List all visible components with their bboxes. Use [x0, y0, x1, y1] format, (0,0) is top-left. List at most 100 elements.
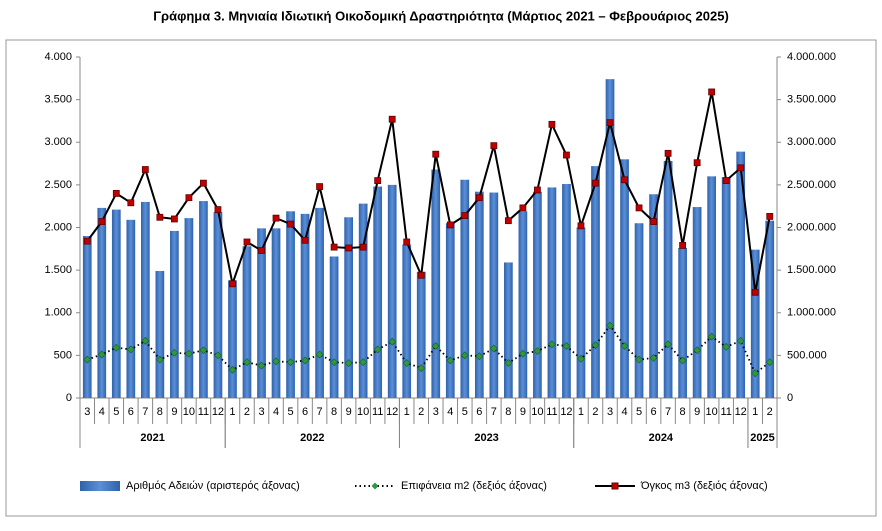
- x-tick-label: 8: [157, 406, 163, 418]
- y-tick-label: 0: [66, 392, 72, 404]
- marker: [185, 194, 193, 202]
- bar: [547, 187, 557, 398]
- x-tick-label: 6: [302, 406, 308, 418]
- x-tick-label: 1: [404, 406, 410, 418]
- dotted-line: [86, 324, 771, 375]
- x-tick-label: 10: [357, 406, 369, 418]
- marker: [519, 204, 527, 212]
- x-tick-label: 9: [171, 406, 177, 418]
- marker: [592, 179, 599, 187]
- bar: [242, 246, 252, 398]
- x-tick-label: 3: [258, 406, 264, 418]
- marker: [635, 204, 643, 212]
- marker: [766, 213, 774, 220]
- x-tick-label: 1: [578, 406, 584, 418]
- marker: [489, 344, 498, 353]
- x-tick-label: 2: [592, 406, 598, 418]
- marker: [606, 321, 614, 330]
- x-tick-label: 2: [244, 406, 250, 418]
- bar: [591, 166, 600, 398]
- y-tick-label: 3.000: [44, 136, 72, 148]
- marker: [577, 354, 585, 363]
- marker: [83, 237, 91, 245]
- marker: [359, 358, 368, 367]
- marker: [344, 359, 353, 367]
- marker: [112, 343, 121, 352]
- y-tick-label: 2.000: [44, 221, 72, 233]
- marker: [708, 88, 716, 96]
- x-tick-label: 3: [607, 406, 613, 418]
- marker: [518, 349, 527, 358]
- bar: [649, 194, 658, 398]
- x-tick-label: 11: [372, 406, 383, 418]
- marker: [432, 150, 440, 158]
- x-tick-label: 10: [531, 406, 543, 418]
- marker: [229, 280, 236, 288]
- marker: [649, 354, 658, 362]
- x-tick-label: 5: [113, 406, 119, 418]
- x-tick-label: 11: [198, 406, 209, 418]
- bar: [358, 203, 368, 398]
- y-tick-label: 1.500: [44, 264, 72, 276]
- marker: [403, 238, 411, 246]
- marker: [345, 244, 353, 252]
- marker: [461, 212, 469, 219]
- marker: [490, 142, 498, 150]
- marker: [562, 342, 571, 350]
- bar: [329, 256, 339, 398]
- marker: [679, 242, 687, 249]
- bar: [82, 236, 92, 398]
- marker: [402, 359, 411, 367]
- bar: [140, 201, 150, 398]
- marker: [621, 176, 628, 184]
- year-label: 2025: [750, 432, 774, 444]
- bar: [97, 207, 107, 398]
- bar: [315, 207, 324, 398]
- bar: [707, 176, 717, 398]
- bar: [765, 220, 775, 398]
- marker: [460, 351, 469, 360]
- y-tick-label: 3.500: [44, 94, 72, 106]
- marker: [214, 206, 222, 213]
- x-tick-label: 8: [680, 406, 686, 418]
- x-tick-label: 5: [462, 406, 468, 418]
- y-tick-label: 500: [54, 349, 72, 361]
- marker: [141, 336, 150, 345]
- bar: [504, 262, 513, 398]
- marker: [635, 355, 643, 364]
- marker: [315, 350, 324, 359]
- bar: [533, 191, 542, 398]
- y2-tick-label: 1.000.000: [787, 307, 836, 319]
- x-tick-label: 4: [99, 406, 105, 418]
- bar: [300, 213, 310, 398]
- bar: [634, 223, 644, 398]
- x-tick-label: 4: [621, 406, 627, 418]
- marker: [577, 222, 585, 230]
- x-tick-label: 9: [520, 406, 526, 418]
- marker: [374, 177, 382, 185]
- marker: [736, 336, 745, 345]
- x-tick-label: 8: [331, 406, 337, 418]
- y2-tick-label: 3.000.000: [787, 136, 836, 148]
- bar: [170, 230, 179, 398]
- year-label: 2023: [474, 432, 498, 444]
- bar: [460, 179, 470, 398]
- marker: [301, 236, 309, 244]
- bar: [184, 218, 194, 398]
- y2-tick-label: 1.500.000: [787, 264, 836, 276]
- marker: [127, 199, 135, 207]
- marker: [664, 149, 672, 157]
- bar: [126, 219, 136, 398]
- marker: [199, 346, 208, 355]
- bar: [721, 177, 731, 398]
- marker: [504, 217, 512, 225]
- bar: [518, 211, 528, 398]
- marker: [591, 341, 600, 350]
- x-tick-label: 9: [346, 406, 352, 418]
- x-tick-label: 12: [735, 406, 747, 418]
- bar: [489, 192, 499, 398]
- marker: [446, 356, 455, 365]
- marker: [446, 221, 454, 229]
- legend-swatch: [80, 481, 120, 491]
- marker: [228, 365, 237, 374]
